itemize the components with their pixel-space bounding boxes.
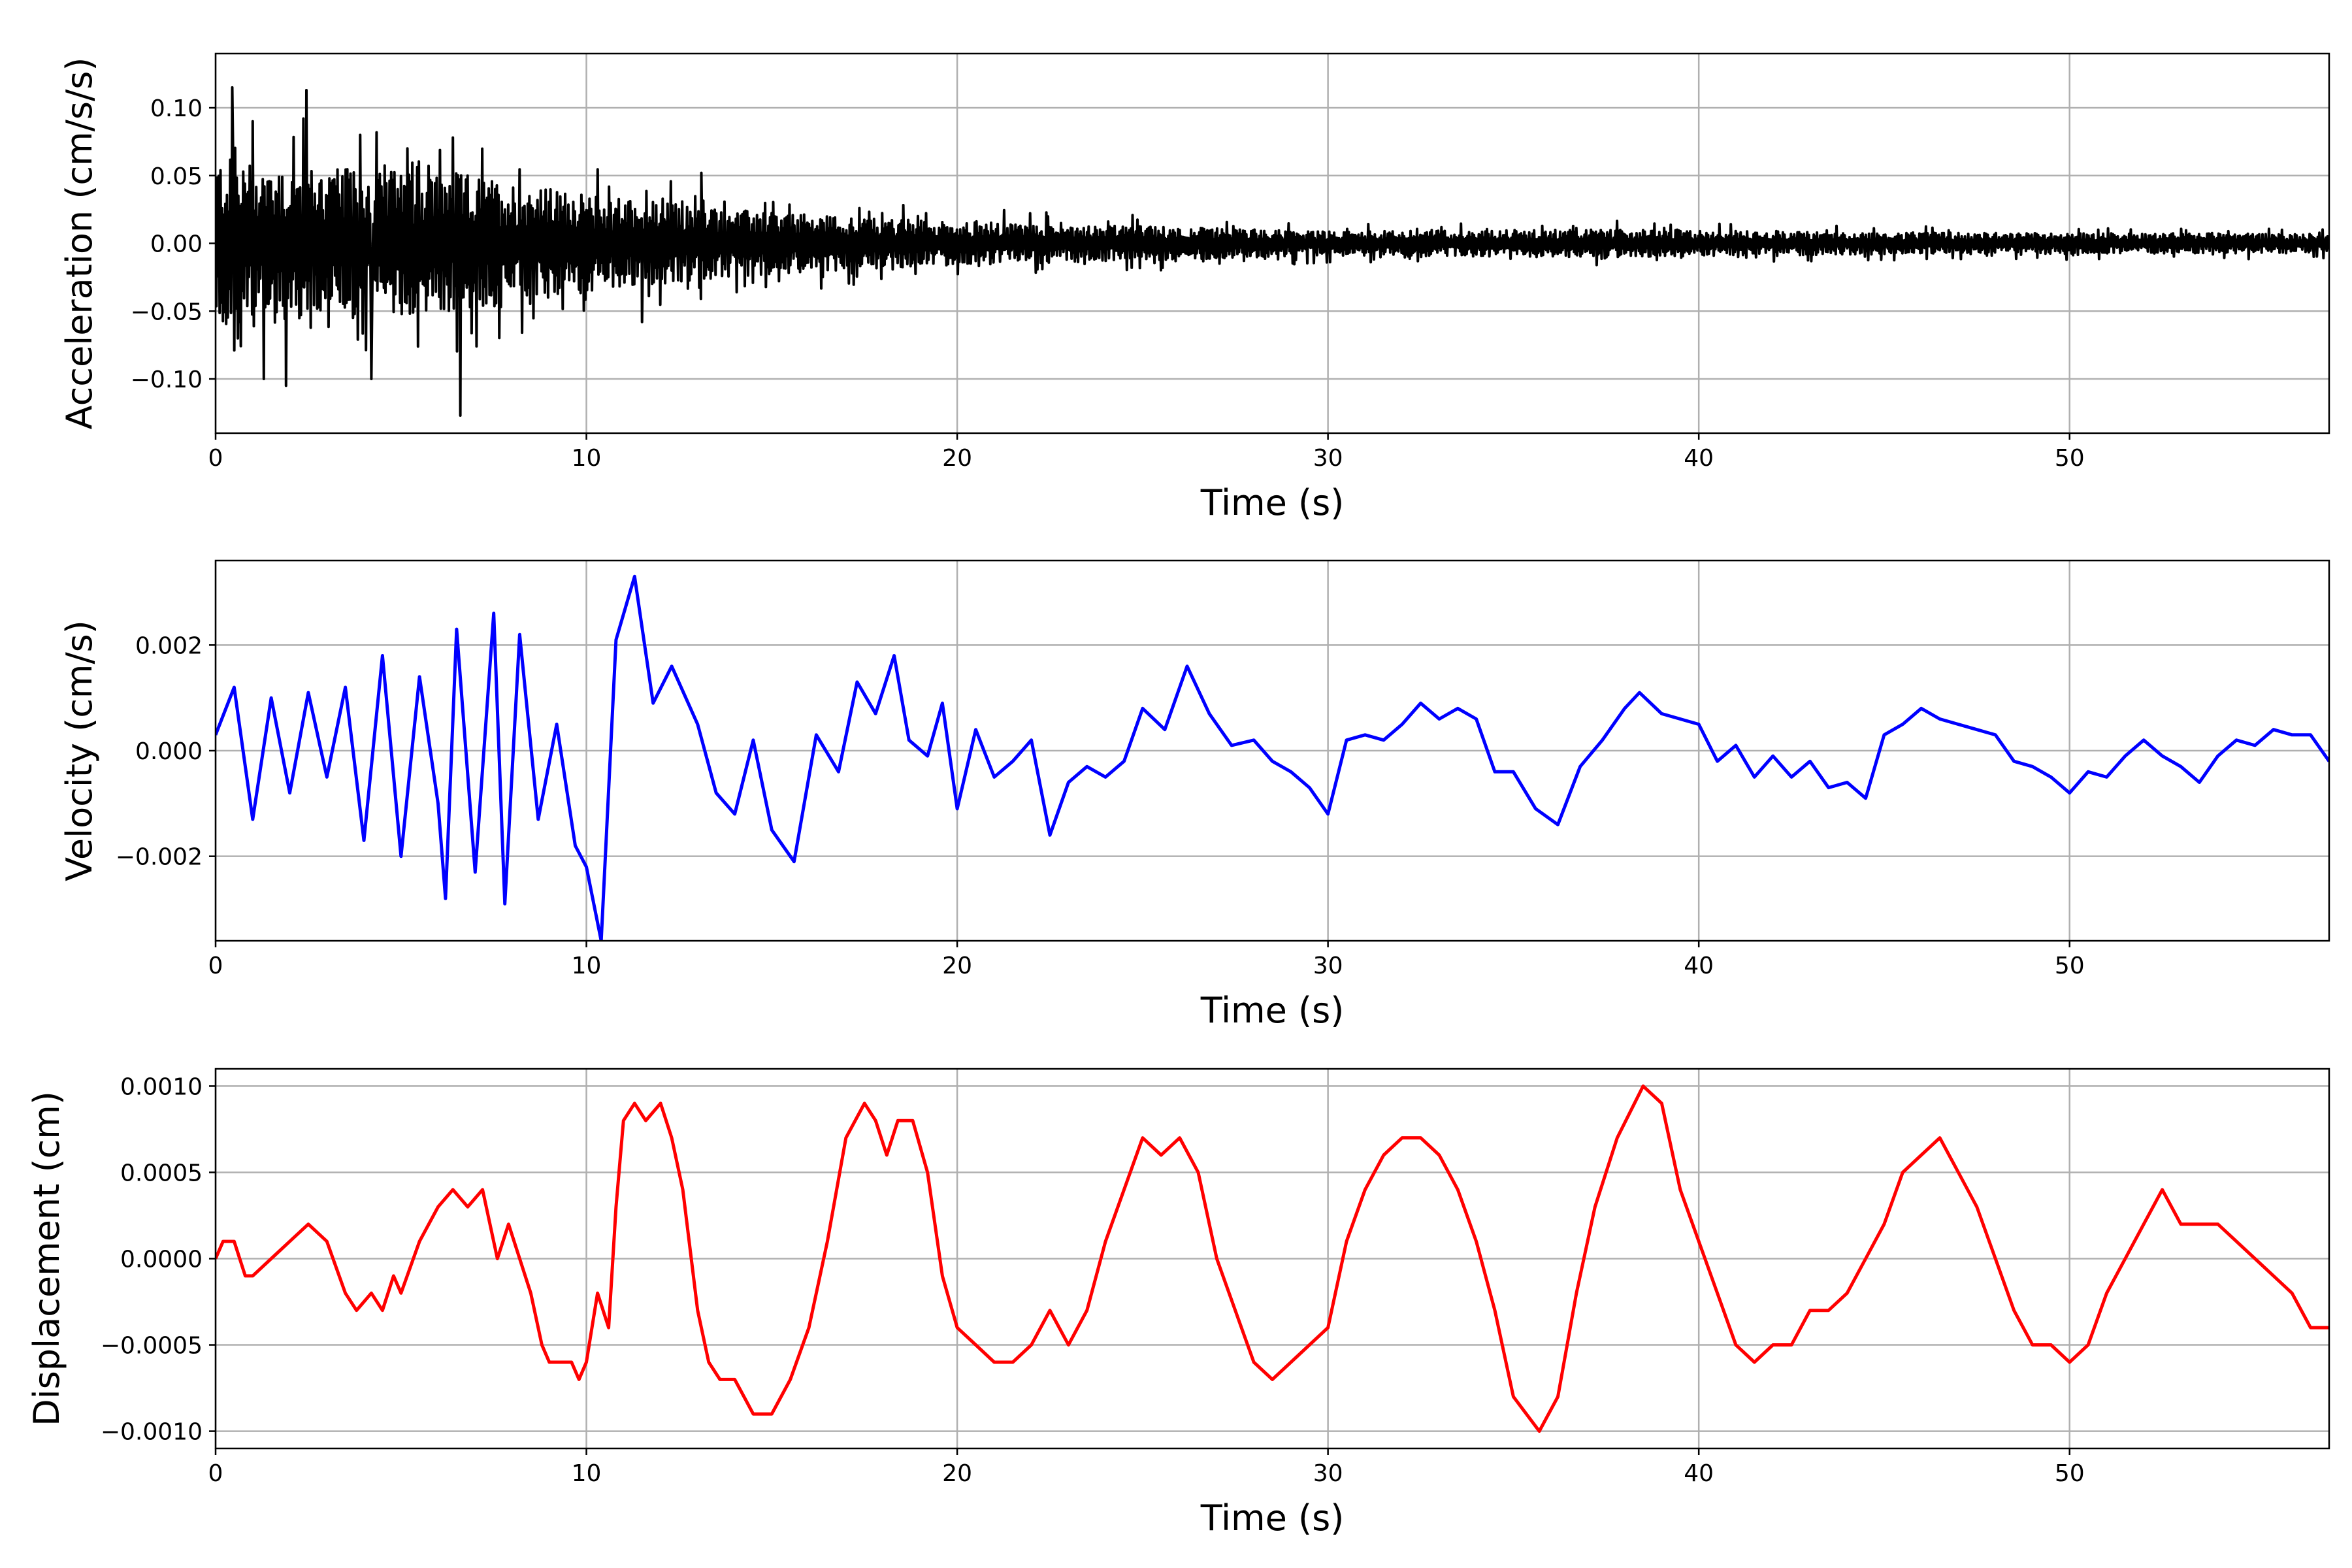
acceleration-panel: 0 10 20 30 40 50 −0.10 −0.05 0.00 0.05 0.10 Time (s… xyxy=(59,52,2330,523)
x-tick-label: 0 xyxy=(208,1460,223,1487)
x-tick-label: 10 xyxy=(572,1460,602,1487)
y-tick-label: 0.0000 xyxy=(120,1247,203,1273)
displacement-panel: 0 10 20 30 40 50 −0.0010 −0.0005 0.0000 0.0005 0.0… xyxy=(26,1068,2330,1539)
x-tick-label: 10 xyxy=(572,445,602,472)
y-tick-label: −0.002 xyxy=(116,844,203,871)
x-tick-label: 40 xyxy=(1684,445,1714,472)
x-axis-label: Time (s) xyxy=(1200,990,1345,1031)
x-tick-label: 40 xyxy=(1684,953,1714,979)
x-tick-label: 50 xyxy=(2055,445,2085,472)
y-tick-label: −0.10 xyxy=(131,367,203,393)
y-tick-label: 0.000 xyxy=(135,738,203,765)
x-tick-label: 20 xyxy=(942,953,972,979)
acceleration-series-line xyxy=(216,86,2329,417)
x-tick-label: 20 xyxy=(942,445,972,472)
x-tick-label: 10 xyxy=(572,953,602,979)
x-tick-label: 30 xyxy=(1313,1460,1343,1487)
displacement-series-line xyxy=(216,1084,2329,1433)
x-tick-label: 0 xyxy=(208,445,223,472)
y-axis-label: Acceleration (cm/s/s) xyxy=(59,57,100,430)
x-axis-label: Time (s) xyxy=(1200,1497,1345,1539)
x-tick-label: 30 xyxy=(1313,953,1343,979)
y-tick-label: 0.002 xyxy=(135,632,203,659)
y-tick-label: −0.0005 xyxy=(101,1333,203,1360)
velocity-series-line xyxy=(216,574,2329,941)
y-tick-label: 0.0005 xyxy=(120,1160,203,1186)
y-tick-label: 0.0010 xyxy=(120,1073,203,1100)
y-axis-label: Displacement (cm) xyxy=(26,1091,67,1426)
x-tick-label: 50 xyxy=(2055,953,2085,979)
x-tick-label: 20 xyxy=(942,1460,972,1487)
y-tick-label: 0.10 xyxy=(150,95,203,122)
y-tick-label: 0.05 xyxy=(150,163,203,190)
velocity-panel: 0 10 20 30 40 50 −0.002 0.000 0.002 Time (s) Veloc… xyxy=(59,559,2330,1031)
x-axis-label: Time (s) xyxy=(1200,482,1345,523)
x-tick-label: 40 xyxy=(1684,1460,1714,1487)
y-tick-label: −0.0010 xyxy=(101,1419,203,1446)
x-tick-label: 0 xyxy=(208,953,223,979)
y-tick-label: −0.05 xyxy=(131,299,203,325)
y-tick-label: 0.00 xyxy=(150,231,203,258)
x-tick-label: 30 xyxy=(1313,445,1343,472)
y-axis-label: Velocity (cm/s) xyxy=(59,620,100,881)
x-tick-label: 50 xyxy=(2055,1460,2085,1487)
